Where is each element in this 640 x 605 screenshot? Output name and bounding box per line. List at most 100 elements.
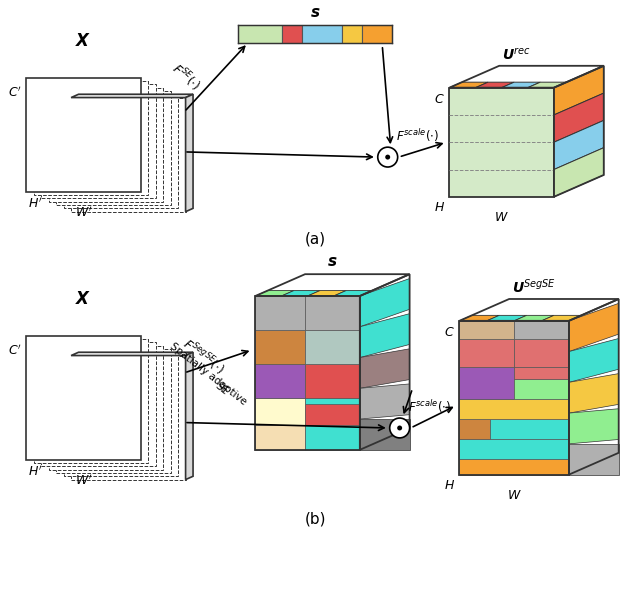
Text: (a): (a) [305, 232, 326, 247]
Text: $C$: $C$ [434, 93, 444, 106]
Text: $W'$: $W'$ [75, 474, 92, 488]
Polygon shape [360, 384, 410, 419]
Text: (b): (b) [304, 512, 326, 527]
Polygon shape [41, 342, 156, 466]
Polygon shape [554, 66, 604, 115]
Polygon shape [569, 303, 619, 352]
Polygon shape [360, 313, 410, 358]
Text: $H'$: $H'$ [28, 197, 43, 211]
Polygon shape [305, 330, 360, 364]
Text: $\boldsymbol{X}$: $\boldsymbol{X}$ [76, 290, 92, 308]
Polygon shape [449, 88, 554, 197]
Polygon shape [49, 88, 163, 201]
Polygon shape [360, 349, 410, 388]
Polygon shape [460, 321, 514, 339]
Bar [342, 25, 362, 43]
Polygon shape [71, 356, 186, 480]
Polygon shape [71, 97, 186, 212]
Text: $\boldsymbol{s}$: $\boldsymbol{s}$ [327, 254, 338, 269]
Polygon shape [186, 352, 193, 480]
Polygon shape [554, 93, 604, 142]
Polygon shape [333, 290, 372, 296]
Text: $W'$: $W'$ [75, 206, 92, 220]
Text: $F^{scale}(\cdot)$: $F^{scale}(\cdot)$ [408, 397, 451, 414]
Text: SE: SE [213, 381, 230, 397]
Polygon shape [56, 91, 171, 205]
Polygon shape [305, 397, 360, 404]
Polygon shape [63, 94, 178, 208]
Polygon shape [514, 367, 569, 379]
Text: $F^{SE}(\cdot)$: $F^{SE}(\cdot)$ [168, 60, 204, 95]
Polygon shape [569, 409, 619, 444]
Polygon shape [554, 120, 604, 169]
Text: $W$: $W$ [507, 488, 522, 502]
Polygon shape [56, 349, 171, 473]
Circle shape [390, 418, 410, 438]
Bar [362, 25, 392, 43]
Text: $H$: $H$ [444, 479, 456, 492]
Polygon shape [554, 148, 604, 197]
Polygon shape [305, 404, 360, 425]
Polygon shape [26, 77, 141, 192]
Polygon shape [460, 339, 514, 367]
Polygon shape [41, 84, 156, 198]
Polygon shape [71, 352, 193, 356]
Text: $H'$: $H'$ [28, 465, 43, 479]
Polygon shape [490, 419, 569, 439]
Circle shape [397, 425, 402, 431]
Polygon shape [255, 364, 305, 397]
Text: $\boldsymbol{X}$: $\boldsymbol{X}$ [76, 32, 92, 50]
Polygon shape [528, 82, 566, 88]
Polygon shape [255, 330, 305, 364]
Polygon shape [460, 367, 514, 399]
Text: $\boldsymbol{s}$: $\boldsymbol{s}$ [310, 5, 320, 20]
Polygon shape [460, 399, 569, 419]
Polygon shape [487, 315, 527, 321]
Polygon shape [449, 82, 488, 88]
Polygon shape [63, 352, 178, 476]
Polygon shape [460, 459, 569, 474]
Bar [238, 25, 282, 43]
Polygon shape [305, 364, 360, 397]
Polygon shape [569, 338, 619, 382]
Text: $H$: $H$ [435, 201, 445, 214]
Text: $\boldsymbol{U}^{rec}$: $\boldsymbol{U}^{rec}$ [502, 47, 531, 63]
Polygon shape [360, 278, 410, 327]
Polygon shape [460, 419, 490, 439]
Bar [282, 25, 302, 43]
Polygon shape [34, 81, 148, 195]
Polygon shape [476, 82, 514, 88]
Text: $\boldsymbol{U}^{SegSE}$: $\boldsymbol{U}^{SegSE}$ [512, 278, 556, 296]
Polygon shape [308, 290, 346, 296]
Polygon shape [460, 315, 499, 321]
Text: Spatially adaptive: Spatially adaptive [168, 341, 248, 407]
Polygon shape [514, 321, 569, 339]
Polygon shape [255, 425, 305, 450]
Polygon shape [255, 296, 305, 330]
Polygon shape [569, 444, 619, 474]
Polygon shape [305, 425, 360, 450]
Polygon shape [34, 339, 148, 463]
Polygon shape [305, 296, 360, 330]
Polygon shape [569, 374, 619, 413]
Text: $C'$: $C'$ [8, 86, 22, 100]
Polygon shape [26, 336, 141, 460]
Polygon shape [514, 379, 569, 399]
Circle shape [385, 155, 390, 160]
Polygon shape [360, 419, 410, 450]
Polygon shape [541, 315, 581, 321]
Polygon shape [514, 339, 569, 367]
Polygon shape [186, 94, 193, 212]
Polygon shape [460, 439, 569, 459]
Polygon shape [255, 397, 305, 425]
Bar [302, 25, 342, 43]
Text: $W$: $W$ [494, 211, 509, 224]
Polygon shape [514, 315, 554, 321]
Polygon shape [255, 290, 294, 296]
Text: $C'$: $C'$ [8, 344, 22, 358]
Polygon shape [71, 94, 193, 97]
Polygon shape [49, 345, 163, 469]
Circle shape [378, 147, 397, 167]
Text: $C$: $C$ [444, 325, 454, 339]
Text: $F^{SegSE}(\cdot)$: $F^{SegSE}(\cdot)$ [179, 335, 228, 378]
